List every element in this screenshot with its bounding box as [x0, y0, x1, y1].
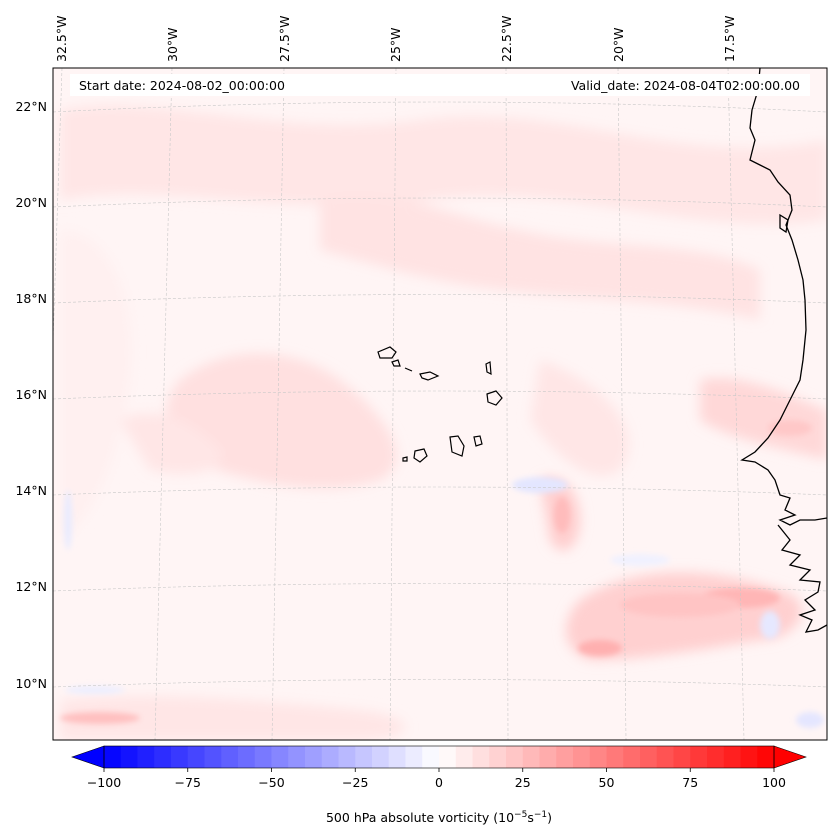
lon-label: 27.5°W	[277, 16, 292, 62]
lat-label: 14°N	[15, 483, 47, 498]
colorbar-cell	[288, 746, 306, 768]
colorbar-tick-label: −50	[258, 775, 284, 790]
colorbar-cell	[104, 746, 122, 768]
colorbar-cell	[757, 746, 775, 768]
colorbar-cell	[640, 746, 658, 768]
colorbar-cell	[221, 746, 239, 768]
colorbar-cell	[355, 746, 373, 768]
start-date: Start date: 2024-08-02_00:00:00	[79, 78, 285, 93]
colorbar-cell	[606, 746, 624, 768]
colorbar-cell	[372, 746, 390, 768]
colorbar-cell	[573, 746, 591, 768]
colorbar-cell	[271, 746, 289, 768]
lon-label: 32.5°W	[54, 16, 69, 62]
colorbar-tick-label: −25	[342, 775, 368, 790]
colorbar-cell	[238, 746, 256, 768]
colorbar-cell	[472, 746, 490, 768]
lat-label: 12°N	[15, 579, 47, 594]
map-panel[interactable]	[40, 67, 828, 741]
colorbar-cell	[305, 746, 323, 768]
lon-label: 20°W	[611, 27, 626, 62]
colorbar-tick-label: 75	[682, 775, 698, 790]
colorbar-tick-label: 100	[762, 775, 786, 790]
vorticity-field	[60, 105, 827, 740]
colorbar-cell	[690, 746, 708, 768]
colorbar-min-extend	[71, 745, 105, 769]
colorbar-label: 500 hPa absolute vorticity (10−5s−1)	[326, 810, 552, 825]
colorbar-tick-label: −75	[175, 775, 201, 790]
lat-label: 20°N	[15, 195, 47, 210]
colorbar-cell	[439, 746, 457, 768]
colorbar-cell	[321, 746, 339, 768]
colorbar-tick-label: 50	[599, 775, 615, 790]
lat-label: 10°N	[15, 676, 47, 691]
lon-labels: 32.5°W 30°W 27.5°W 25°W 22.5°W 20°W 17.5…	[54, 16, 737, 62]
colorbar-cell	[422, 746, 440, 768]
lon-label: 22.5°W	[499, 16, 514, 62]
colorbar-cell	[187, 746, 205, 768]
colorbar-tick-label: −100	[87, 775, 121, 790]
colorbar-cell	[623, 746, 641, 768]
colorbar-cell	[656, 746, 674, 768]
colorbar-cell	[254, 746, 272, 768]
colorbar-cell	[740, 746, 758, 768]
colorbar-ticks: −100 −75 −50 −25 0 25 50 75 100	[87, 768, 786, 790]
colorbar-cell	[405, 746, 423, 768]
colorbar-cell	[539, 746, 557, 768]
lat-label: 22°N	[15, 99, 47, 114]
colorbar-cell	[489, 746, 507, 768]
lon-label: 25°W	[388, 27, 403, 62]
map-frame	[52, 67, 828, 741]
colorbar-tick-label: 25	[515, 775, 531, 790]
colorbar-max-extend	[773, 745, 807, 769]
lat-label: 18°N	[15, 291, 47, 306]
valid-date: Valid_date: 2024-08-04T02:00:00.00	[571, 78, 800, 93]
colorbar-cell	[171, 746, 189, 768]
lat-label: 16°N	[15, 387, 47, 402]
lon-label: 17.5°W	[722, 16, 737, 62]
colorbar: −100 −75 −50 −25 0 25 50 75 100 500 hPa absolute…	[71, 745, 807, 825]
lat-labels: 22°N 20°N 18°N 16°N 14°N 12°N 10°N	[15, 99, 47, 691]
colorbar-cell	[388, 746, 406, 768]
africa-coast	[740, 68, 827, 526]
gridlines	[53, 68, 827, 740]
colorbar-cells	[104, 746, 775, 768]
cape-verde-islands	[377, 346, 503, 463]
colorbar-cell	[589, 746, 607, 768]
colorbar-cell	[137, 746, 155, 768]
coastline	[740, 68, 827, 633]
colorbar-cell	[154, 746, 172, 768]
title-bar-bg	[70, 74, 810, 96]
colorbar-cell	[204, 746, 222, 768]
lon-label: 30°W	[165, 27, 180, 62]
colorbar-cell	[723, 746, 741, 768]
colorbar-cell	[673, 746, 691, 768]
colorbar-cell	[707, 746, 725, 768]
colorbar-cell	[556, 746, 574, 768]
colorbar-cell	[522, 746, 540, 768]
colorbar-cell	[338, 746, 356, 768]
colorbar-tick-label: 0	[435, 775, 443, 790]
colorbar-cell	[506, 746, 524, 768]
colorbar-cell	[455, 746, 473, 768]
colorbar-cell	[120, 746, 138, 768]
